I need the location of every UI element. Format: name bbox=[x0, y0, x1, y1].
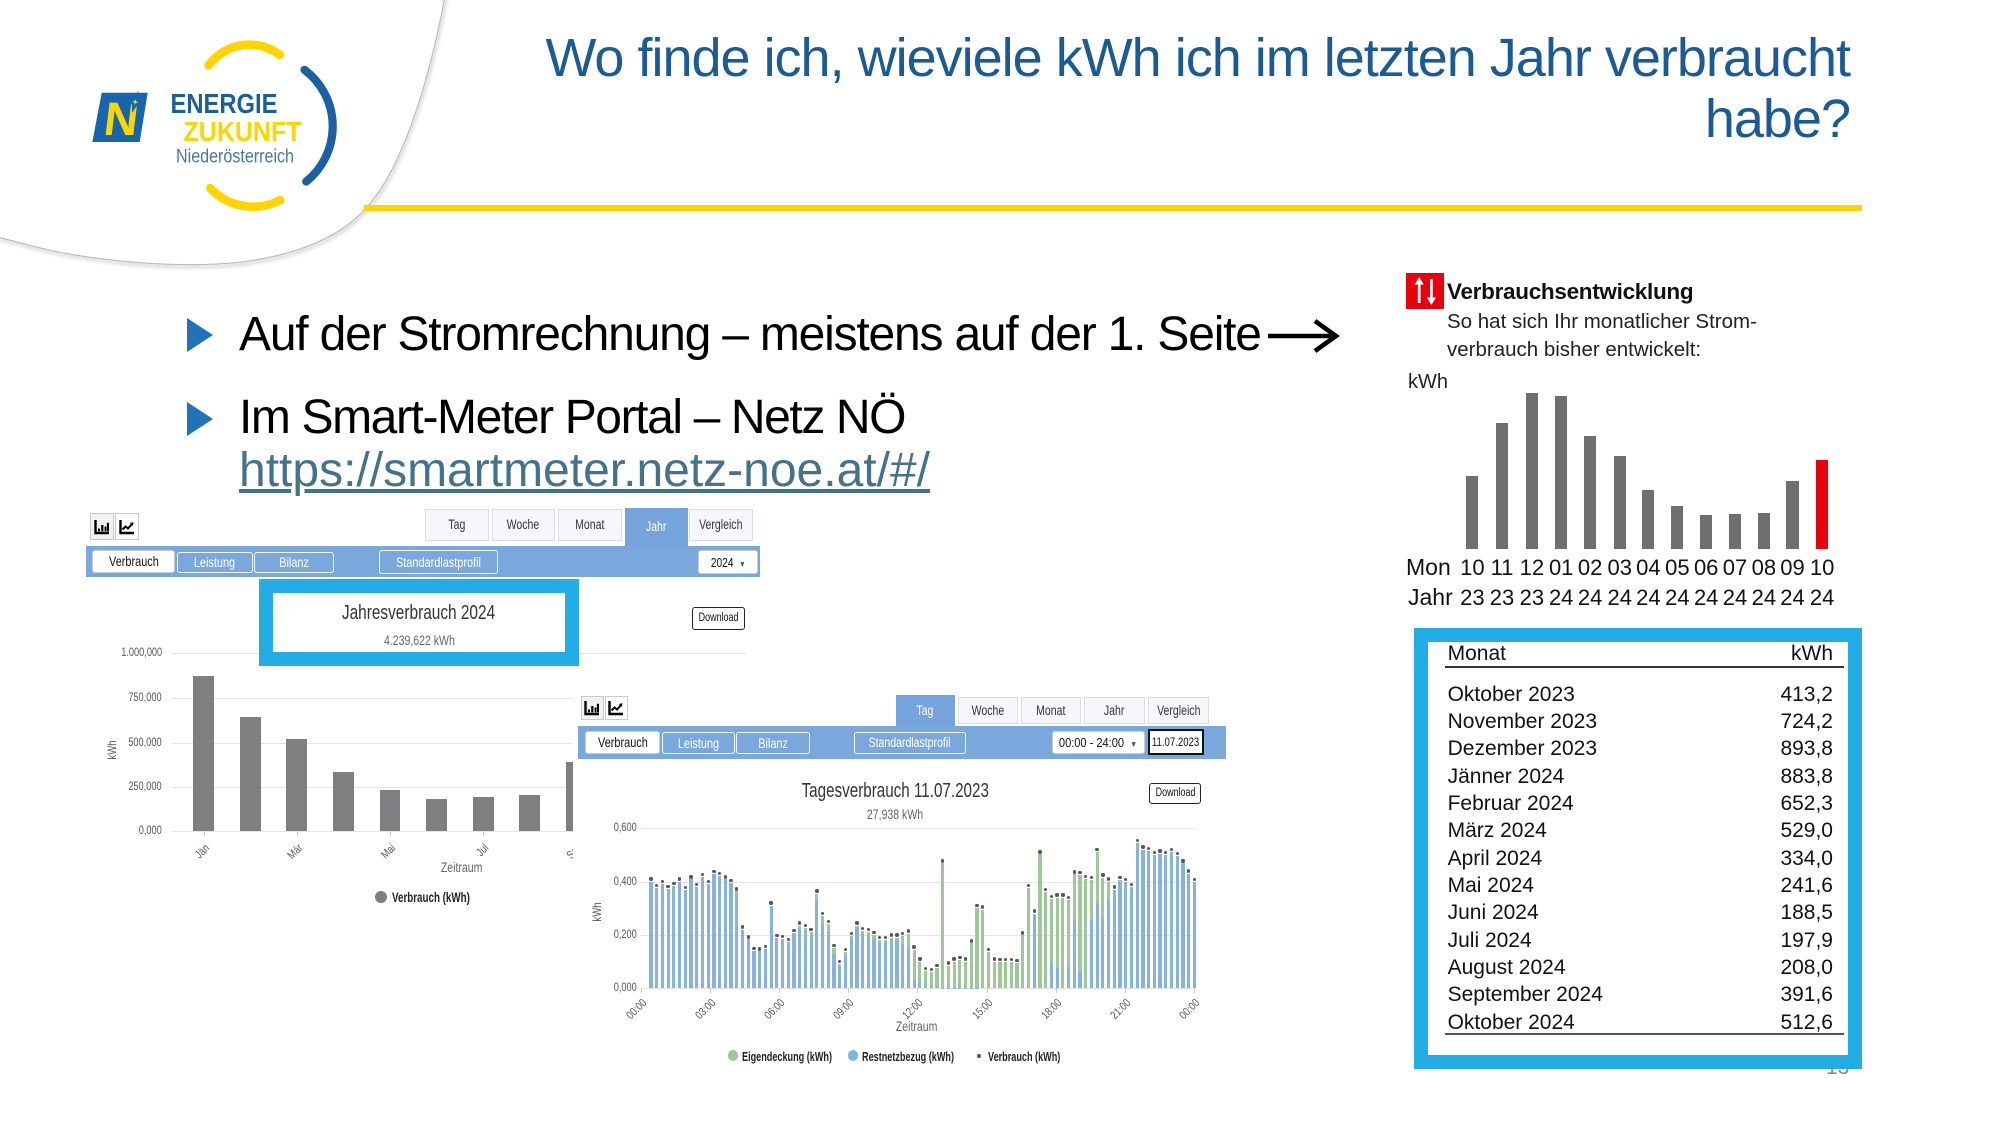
svg-text:Niederösterreich: Niederösterreich bbox=[176, 146, 294, 168]
svg-text:ZUKUNFT: ZUKUNFT bbox=[184, 116, 302, 147]
svg-text:ENERGIE: ENERGIE bbox=[171, 88, 278, 119]
